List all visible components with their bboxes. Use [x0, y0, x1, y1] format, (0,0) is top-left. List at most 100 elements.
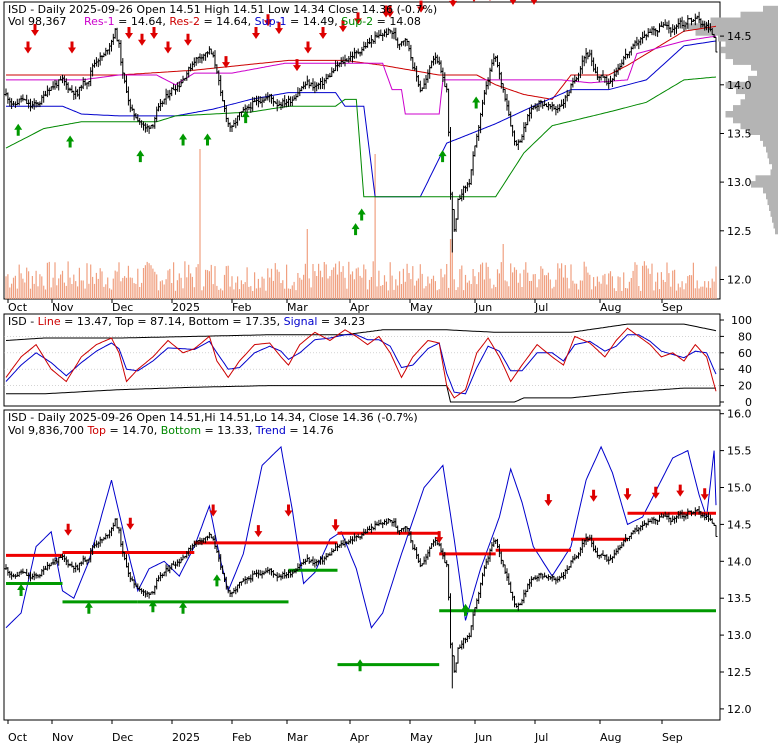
- y-tick-label: 14.5: [727, 518, 752, 531]
- sell-arrow: [275, 22, 283, 35]
- profile-bar: [710, 17, 778, 24]
- sell-arrow: [31, 24, 39, 37]
- price-panel-volume: Vol 98,367: [8, 15, 66, 28]
- profile-bar: [751, 181, 778, 188]
- stoch-signal-line: [5, 334, 717, 395]
- sell-arrow: [386, 5, 394, 18]
- sell-arrow: [509, 0, 517, 5]
- profile-bar: [757, 70, 778, 77]
- profile-bar: [718, 35, 778, 42]
- buy-arrow: [14, 123, 23, 136]
- sell-arrow: [449, 0, 457, 7]
- legend-part: = 14.64,: [200, 15, 255, 28]
- x-tick-label: 2025: [172, 301, 200, 314]
- profile-bar: [725, 40, 778, 48]
- x-tick-label: Jul: [534, 301, 548, 314]
- sell-arrow: [472, 0, 476, 2]
- y-tick-label: 12.5: [727, 225, 752, 238]
- legend-part: Bottom: [161, 424, 201, 437]
- legend-part: = 13.33,: [201, 424, 256, 437]
- profile-bar: [767, 198, 778, 206]
- sell-arrow: [354, 12, 362, 25]
- profile-bar: [725, 81, 778, 89]
- buy-arrow: [357, 208, 366, 221]
- sell-arrow: [254, 525, 263, 538]
- sup1-line: [6, 40, 717, 198]
- buy-arrow: [179, 133, 188, 146]
- legend-part: = 14.70,: [106, 424, 161, 437]
- buy-arrow: [148, 600, 157, 613]
- sell-arrow: [331, 519, 340, 532]
- legend-part: = 14.49,: [287, 15, 342, 28]
- y-tick-label: 100: [731, 314, 752, 327]
- legend-part: Sup-2: [341, 15, 373, 28]
- sell-arrow: [293, 59, 301, 72]
- sell-arrow: [544, 494, 553, 507]
- profile-bar: [688, 23, 778, 30]
- x-tick-label: Nov: [52, 301, 74, 314]
- sell-arrow: [623, 488, 632, 501]
- buy-arrow: [472, 96, 481, 109]
- profile-bar: [766, 192, 778, 200]
- legend-part: = 14.64,: [115, 15, 170, 28]
- sell-arrow: [284, 504, 293, 517]
- x-tick-label: Oct: [8, 731, 28, 744]
- legend-part: Res-1: [84, 15, 115, 28]
- buy-arrow: [203, 133, 212, 146]
- sup2-line: [5, 76, 717, 198]
- profile-bar: [751, 64, 778, 71]
- sell-arrow: [530, 0, 538, 5]
- legend-part: Res-2: [169, 15, 200, 28]
- y-tick-label: 16.0: [727, 408, 752, 421]
- y-tick-label: 14.5: [727, 30, 752, 43]
- x-tick-label: Nov: [52, 731, 74, 744]
- y-tick-label: 13.5: [727, 128, 752, 141]
- sell-arrow: [417, 0, 425, 13]
- legend-part: = 14.08: [373, 15, 421, 28]
- profile-bar: [721, 46, 778, 54]
- buy-arrow: [66, 135, 75, 148]
- signal-arrows: [14, 0, 538, 236]
- stoch-main-line: [5, 327, 717, 399]
- sell-arrow: [125, 26, 133, 39]
- profile-bar: [695, 29, 778, 36]
- profile-bar: [770, 210, 778, 217]
- profile-bar: [760, 134, 778, 141]
- profile-bar: [755, 175, 778, 182]
- trend-panel-frame: [3, 409, 721, 721]
- profile-bar: [748, 128, 778, 135]
- sell-arrow: [319, 26, 327, 39]
- stoch-top-line: [5, 323, 717, 341]
- y-tick-label: 13.0: [727, 176, 752, 189]
- x-tick-label: 2025: [172, 731, 200, 744]
- x-tick-label: Oct: [8, 301, 28, 314]
- profile-bar: [733, 58, 778, 65]
- legend-part: Line: [38, 315, 61, 328]
- sell-arrow: [489, 0, 491, 1]
- legend-part: Vol 9,836,700: [8, 424, 87, 437]
- x-tick-label: Dec: [112, 731, 133, 744]
- y-tick-label: 12.5: [727, 666, 752, 679]
- price-bars: [4, 11, 718, 253]
- sell-arrow: [68, 41, 76, 54]
- sell-arrow: [589, 489, 598, 502]
- stochastic-lines: [4, 323, 720, 403]
- legend-part: ISD -: [8, 315, 38, 328]
- sell-arrow: [651, 486, 660, 499]
- sell-arrow: [676, 484, 685, 497]
- x-tick-label: Jun: [474, 731, 492, 744]
- x-tick-label: May: [410, 301, 433, 314]
- sell-arrow: [126, 517, 135, 530]
- x-tick-label: Sep: [662, 301, 683, 314]
- y-tick-label: 14.0: [727, 79, 752, 92]
- y-tick-label: 80: [738, 330, 752, 343]
- profile-bar: [763, 186, 778, 194]
- y-tick-label: 13.0: [727, 629, 752, 642]
- buy-arrow: [356, 659, 365, 672]
- signal-arrows-lower: [17, 484, 709, 672]
- buy-arrow: [136, 150, 145, 163]
- trend-panel-legend: Vol 9,836,700 Top = 14.70, Bottom = 13.3…: [8, 424, 334, 437]
- x-tick-label: Jul: [534, 731, 548, 744]
